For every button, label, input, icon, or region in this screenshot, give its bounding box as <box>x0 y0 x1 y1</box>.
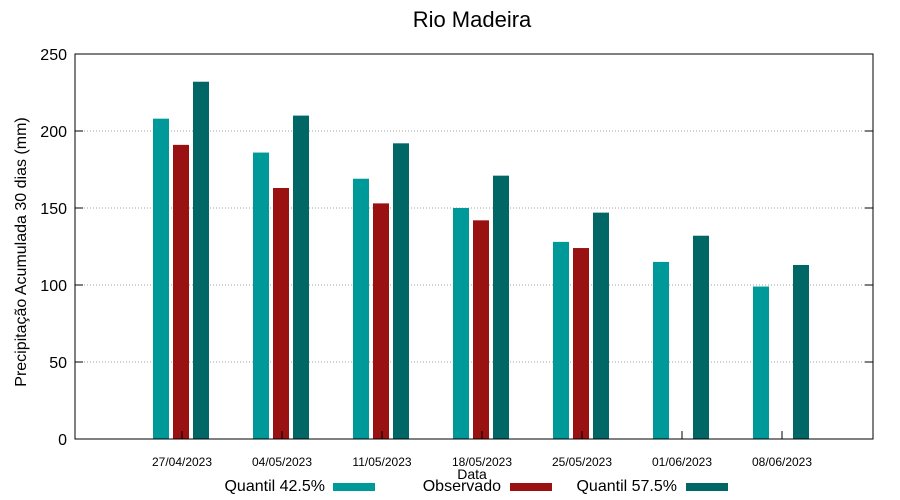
x-tick-label: 08/06/2023 <box>752 455 812 469</box>
bar <box>173 144 189 440</box>
bar <box>353 178 369 440</box>
bar <box>393 143 409 439</box>
x-axis: 27/04/2023 04/05/2023 11/05/2023 18/05/2023… <box>152 431 812 469</box>
bar <box>453 208 469 439</box>
legend-label: Quantil 57.5% <box>576 478 677 495</box>
legend-swatch <box>686 483 728 491</box>
x-tick-label: 01/06/2023 <box>652 455 712 469</box>
legend: Quantil 42.5% Observado Quantil 57.5% <box>224 478 728 495</box>
bar <box>653 261 669 439</box>
legend-swatch <box>333 483 375 491</box>
y-tick-label: 150 <box>40 201 67 218</box>
bar <box>493 175 509 439</box>
legend-label: Observado <box>423 478 501 495</box>
y-axis-label: Precipitação Acumulada 30 dias (mm) <box>13 117 30 386</box>
bar <box>253 152 269 439</box>
bar <box>153 118 169 440</box>
bar <box>573 248 589 439</box>
bar <box>273 187 289 439</box>
chart-title: Rio Madeira <box>413 7 532 32</box>
y-tick-label: 0 <box>58 432 67 449</box>
x-tick-label: 11/05/2023 <box>352 455 411 469</box>
bar <box>193 81 209 439</box>
bar <box>753 286 769 439</box>
y-axis: 0 50 100 150 200 250 <box>40 47 873 449</box>
bar <box>293 115 309 439</box>
bars <box>153 81 809 440</box>
x-axis-label: Data <box>457 466 487 482</box>
y-tick-label: 50 <box>49 355 67 372</box>
y-tick-label: 100 <box>40 278 67 295</box>
y-tick-label: 200 <box>40 124 67 141</box>
legend-label: Quantil 42.5% <box>224 478 325 495</box>
bar <box>693 235 709 439</box>
x-tick-label: 25/05/2023 <box>552 455 612 469</box>
bar <box>373 203 389 439</box>
plot-frame <box>74 53 874 440</box>
bar <box>553 241 569 439</box>
bar <box>793 264 809 439</box>
bar <box>593 212 609 439</box>
x-tick-label: 27/04/2023 <box>152 455 212 469</box>
bar <box>473 220 489 439</box>
x-tick-label: 04/05/2023 <box>252 455 312 469</box>
legend-swatch <box>510 483 552 491</box>
y-tick-label: 250 <box>40 47 67 64</box>
x-tick-label: 18/05/2023 <box>452 455 512 469</box>
